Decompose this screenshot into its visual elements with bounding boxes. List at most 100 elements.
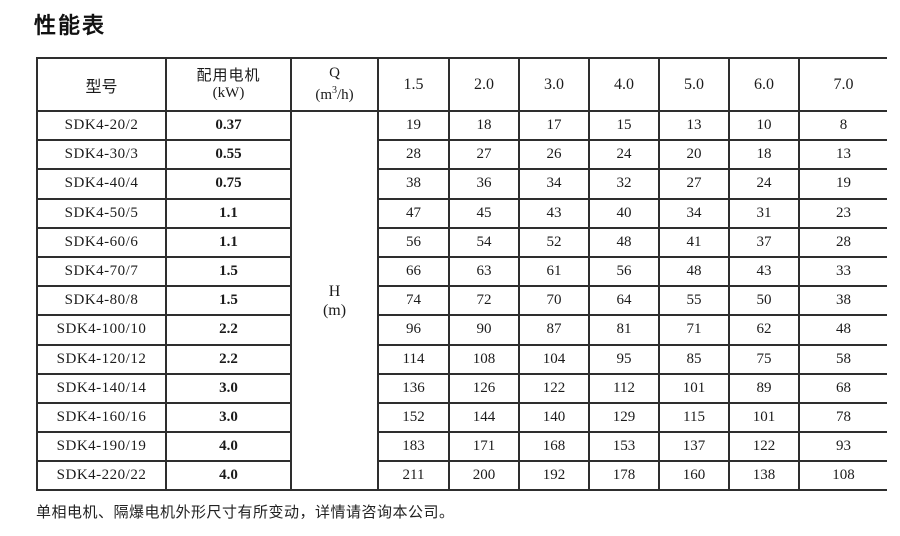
head-value-cell: 129	[588, 401, 660, 434]
head-value-cell: 41	[658, 226, 730, 258]
performance-table: 型号 配用电机 (kW) Q (m3/h) 1.5 2.0 3.0 4.0 5.…	[36, 57, 887, 492]
table-row: SDK4-30/3 0.55 28 27 26 24 20 18 13	[36, 139, 887, 171]
head-value-cell: 89	[728, 372, 800, 404]
table-row: SDK4-120/12 2.2 114 108 104 95 85 75 58	[36, 343, 887, 375]
head-value-cell: 112	[588, 372, 660, 404]
head-value-cell: 104	[518, 343, 590, 375]
head-value-cell: 24	[588, 139, 660, 171]
head-value-cell: 38	[798, 285, 887, 317]
head-value-cell: 24	[728, 168, 800, 200]
head-value-cell: 93	[798, 431, 887, 463]
head-value-cell: 47	[377, 197, 450, 229]
col-header-model: 型号	[36, 57, 167, 112]
head-value-cell: 171	[448, 431, 520, 463]
table-row: SDK4-40/4 0.75 38 36 34 32 27 24 19	[36, 168, 887, 200]
head-value-cell: 71	[658, 314, 730, 346]
head-value-cell: 58	[798, 343, 887, 375]
table-row: SDK4-20/2 0.37 H (m) 19 18 17 15 13 10 8	[36, 109, 887, 492]
head-value-cell: 15	[588, 109, 660, 142]
table-row: SDK4-80/8 1.5 74 72 70 64 55 50 38	[36, 285, 887, 317]
flow-value-header: 3.0	[518, 57, 590, 112]
head-value-cell: 40	[588, 197, 660, 229]
model-cell: SDK4-120/12	[36, 343, 167, 375]
table-row: SDK4-140/14 3.0 136 126 122 112 101 89 68	[36, 372, 887, 404]
head-value-cell: 55	[658, 285, 730, 317]
head-value-cell: 85	[658, 343, 730, 375]
head-value-cell: 63	[448, 255, 520, 288]
head-value-cell: 183	[377, 431, 450, 463]
head-unit-cell: H (m)	[290, 109, 379, 492]
head-value-cell: 52	[518, 226, 590, 258]
head-value-cell: 27	[448, 139, 520, 171]
model-cell: SDK4-20/2	[36, 109, 167, 142]
head-value-cell: 137	[658, 431, 730, 463]
model-cell: SDK4-100/10	[36, 314, 167, 346]
head-value-cell: 31	[728, 197, 800, 229]
head-value-cell: 45	[448, 197, 520, 229]
head-value-cell: 211	[377, 460, 450, 492]
head-value-cell: 10	[728, 109, 800, 142]
flow-value-header: 2.0	[448, 57, 520, 112]
flow-unit: (m3/h)	[315, 85, 354, 103]
head-value-cell: 178	[588, 460, 660, 492]
head-value-cell: 36	[448, 168, 520, 200]
header-row: 型号 配用电机 (kW) Q (m3/h) 1.5 2.0 3.0 4.0 5.…	[36, 57, 887, 112]
table-row: SDK4-160/16 3.0 152 144 140 129 115 101 78	[36, 401, 887, 434]
table-row: SDK4-60/6 1.1 56 54 52 48 41 37 28	[36, 226, 887, 258]
head-value-cell: 96	[377, 314, 450, 346]
head-value-cell: 168	[518, 431, 590, 463]
model-cell: SDK4-60/6	[36, 226, 167, 258]
flow-value-header: 4.0	[588, 57, 660, 112]
head-value-cell: 114	[377, 343, 450, 375]
head-value-cell: 27	[658, 168, 730, 200]
head-value-cell: 23	[798, 197, 887, 229]
head-value-cell: 48	[798, 314, 887, 346]
motor-kw-cell: 3.0	[165, 372, 292, 404]
head-value-cell: 64	[588, 285, 660, 317]
head-value-cell: 90	[448, 314, 520, 346]
model-cell: SDK4-140/14	[36, 372, 167, 404]
model-cell: SDK4-30/3	[36, 139, 167, 171]
head-value-cell: 138	[728, 460, 800, 492]
table-row: SDK4-220/22 4.0 211 200 192 178 160 138 108	[36, 460, 887, 492]
flow-symbol: Q	[329, 65, 340, 81]
head-value-cell: 160	[658, 460, 730, 492]
motor-kw-cell: 1.1	[165, 226, 292, 258]
table-body: SDK4-20/2 0.37 H (m) 19 18 17 15 13 10 8 SDK4-30/3 0…	[36, 109, 887, 492]
model-cell: SDK4-50/5	[36, 197, 167, 229]
head-value-cell: 26	[518, 139, 590, 171]
head-value-cell: 61	[518, 255, 590, 288]
model-cell: SDK4-220/22	[36, 460, 167, 492]
head-value-cell: 101	[728, 401, 800, 434]
col-header-motor: 配用电机 (kW)	[165, 57, 292, 112]
superscript-3: 3	[332, 85, 337, 96]
head-value-cell: 68	[798, 372, 887, 404]
head-value-cell: 153	[588, 431, 660, 463]
head-value-cell: 13	[798, 139, 887, 171]
head-value-cell: 48	[588, 226, 660, 258]
motor-kw-cell: 0.37	[165, 109, 292, 142]
head-value-cell: 8	[798, 109, 887, 142]
head-value-cell: 33	[798, 255, 887, 288]
head-value-cell: 87	[518, 314, 590, 346]
head-value-cell: 136	[377, 372, 450, 404]
table-header: 型号 配用电机 (kW) Q (m3/h) 1.5 2.0 3.0 4.0 5.…	[36, 57, 887, 112]
head-value-cell: 32	[588, 168, 660, 200]
head-value-cell: 18	[728, 139, 800, 171]
table-row: SDK4-50/5 1.1 47 45 43 40 34 31 23	[36, 197, 887, 229]
head-value-cell: 54	[448, 226, 520, 258]
head-value-cell: 19	[377, 109, 450, 142]
head-value-cell: 74	[377, 285, 450, 317]
head-value-cell: 56	[588, 255, 660, 288]
model-cell: SDK4-40/4	[36, 168, 167, 200]
head-value-cell: 43	[518, 197, 590, 229]
head-value-cell: 28	[377, 139, 450, 171]
head-symbol: H	[328, 282, 341, 300]
head-value-cell: 62	[728, 314, 800, 346]
head-value-cell: 108	[798, 460, 887, 492]
head-value-cell: 70	[518, 285, 590, 317]
col-header-flow-unit: Q (m3/h)	[290, 57, 379, 112]
motor-kw-cell: 4.0	[165, 431, 292, 463]
page-title: 性能表	[34, 13, 107, 38]
head-value-cell: 43	[728, 255, 800, 288]
